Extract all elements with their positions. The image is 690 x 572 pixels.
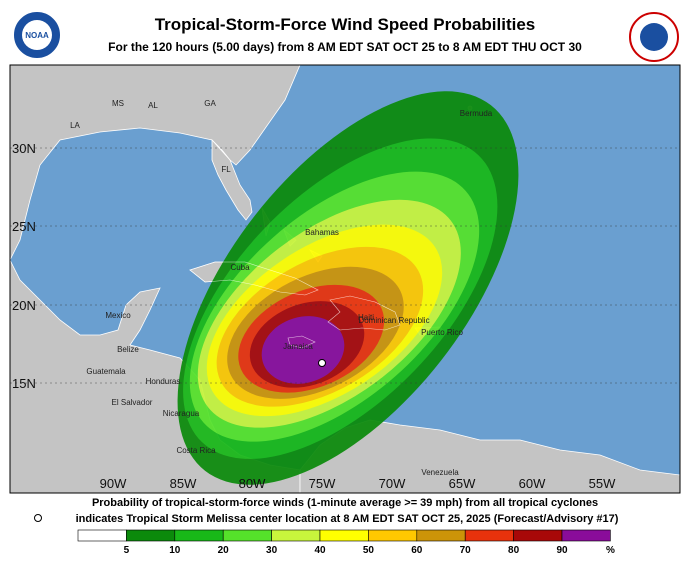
map: 30N 25N 20N 15N 90W 85W 80W 75W 70W 65W … xyxy=(10,65,680,493)
lat-label: 25N xyxy=(12,219,36,234)
subtitle: For the 120 hours (5.00 days) from 8 AM … xyxy=(108,40,582,54)
legend-swatch xyxy=(126,529,176,542)
legend-label: 90 xyxy=(556,545,568,556)
probability-contours xyxy=(177,91,519,485)
place-label: Belize xyxy=(117,345,139,354)
place-label: Nicaragua xyxy=(163,409,200,418)
lon-label: 65W xyxy=(449,476,476,491)
lat-labels: 30N 25N 20N 15N xyxy=(12,141,36,391)
place-label: El Salvador xyxy=(112,398,153,407)
lon-label: 80W xyxy=(239,476,266,491)
legend-label: 70 xyxy=(460,545,472,556)
legend-swatch xyxy=(222,529,272,542)
lat-label: 30N xyxy=(12,141,36,156)
legend: 5 10 20 30 40 50 60 70 80 90% xyxy=(77,529,615,556)
place-label: Guatemala xyxy=(86,367,126,376)
place-labels: MS AL GA LA FL Bermuda Bahamas Cuba Mexi… xyxy=(70,99,493,477)
legend-swatch xyxy=(174,529,224,542)
lon-label: 60W xyxy=(519,476,546,491)
legend-unit: % xyxy=(606,545,615,556)
place-label: LA xyxy=(70,121,80,130)
place-label: Jamaica xyxy=(283,342,313,351)
lon-label: 90W xyxy=(100,476,127,491)
lon-labels: 90W 85W 80W 75W 70W 65W 60W 55W xyxy=(100,476,616,491)
storm-center xyxy=(318,359,326,367)
borders xyxy=(189,261,401,349)
legend-swatch xyxy=(368,529,418,542)
place-label: Dominican Republic xyxy=(358,316,429,325)
place-label: Bahamas xyxy=(305,228,339,237)
center-symbol xyxy=(34,514,42,522)
legend-swatch xyxy=(561,529,611,542)
lon-label: 85W xyxy=(170,476,197,491)
place-label: Venezuela xyxy=(421,468,459,477)
place-label: Mexico xyxy=(105,311,131,320)
legend-label: 50 xyxy=(363,545,375,556)
lon-label: 75W xyxy=(309,476,336,491)
place-label: AL xyxy=(148,101,158,110)
place-label: Costa Rica xyxy=(176,446,216,455)
place-label: Haiti xyxy=(358,313,374,322)
place-label: Honduras xyxy=(146,377,181,386)
legend-label: 60 xyxy=(411,545,423,556)
place-label: MS xyxy=(112,99,124,108)
legend-swatch xyxy=(416,529,466,542)
map-frame xyxy=(9,64,681,494)
place-label: GA xyxy=(204,99,216,108)
legend-label: 80 xyxy=(508,545,520,556)
legend-label: 20 xyxy=(218,545,230,556)
lon-label: 70W xyxy=(379,476,406,491)
contour xyxy=(261,316,345,384)
legend-swatch xyxy=(513,529,563,542)
lat-label: 20N xyxy=(12,298,36,313)
legend-swatch xyxy=(77,529,127,542)
graticule xyxy=(10,147,680,384)
svg-text:NOAA: NOAA xyxy=(25,31,49,40)
legend-swatch xyxy=(464,529,514,542)
legend-label: 10 xyxy=(169,545,181,556)
footer-line: indicates Tropical Storm Melissa center … xyxy=(76,513,619,525)
legend-swatch xyxy=(271,529,321,542)
legend-label: 5 xyxy=(124,545,130,556)
lat-label: 15N xyxy=(12,376,36,391)
nws-logo xyxy=(629,12,679,62)
legend-swatch xyxy=(319,529,369,542)
place-label: Puerto Rico xyxy=(421,328,463,337)
lon-label: 55W xyxy=(589,476,616,491)
legend-label: 40 xyxy=(314,545,326,556)
title: Tropical-Storm-Force Wind Speed Probabil… xyxy=(155,15,536,34)
place-label: FL xyxy=(221,165,231,174)
legend-label: 30 xyxy=(266,545,278,556)
place-label: Cuba xyxy=(230,263,250,272)
place-label: Bermuda xyxy=(460,109,493,118)
footer-line: Probability of tropical-storm-force wind… xyxy=(92,497,598,509)
noaa-logo: NOAA xyxy=(12,10,62,60)
